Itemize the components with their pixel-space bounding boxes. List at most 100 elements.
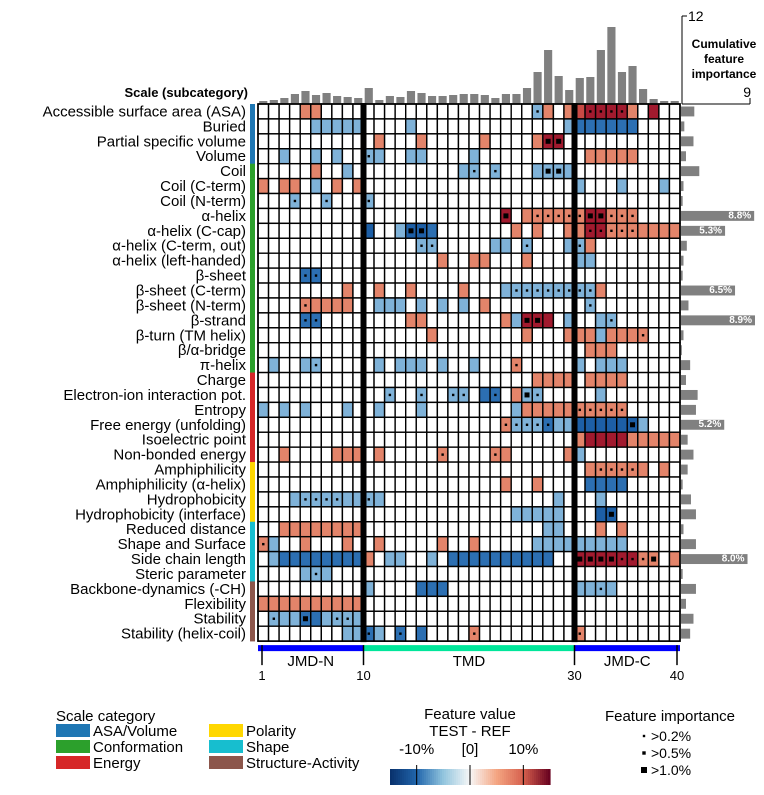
heatmap-cell <box>584 476 597 493</box>
importance-marker <box>503 213 509 219</box>
importance-marker <box>568 214 571 218</box>
heatmap-cell <box>510 506 523 523</box>
heatmap-cell <box>542 491 555 508</box>
heatmap-cell <box>605 133 618 150</box>
heatmap-cell <box>415 327 428 344</box>
heatmap-cell <box>267 371 280 389</box>
heatmap-cell <box>405 431 417 448</box>
heatmap-cell <box>341 401 354 419</box>
heatmap-cell <box>668 535 681 553</box>
category-strip-segment <box>250 223 255 239</box>
heatmap-cell <box>531 148 544 165</box>
heatmap-cell <box>426 356 439 374</box>
scale-importance-bar <box>681 270 683 281</box>
heatmap-cell <box>626 386 639 404</box>
heatmap-cell <box>499 401 512 419</box>
colorbar-segment <box>506 769 509 785</box>
heatmap-cell <box>542 356 555 374</box>
heatmap-cell <box>373 267 386 284</box>
heatmap-cell <box>489 118 502 135</box>
heatmap-cell <box>373 222 386 239</box>
heatmap-cell <box>257 461 270 478</box>
heatmap-cell <box>647 371 660 389</box>
heatmap-cell <box>637 491 650 508</box>
heatmap-cell <box>405 282 417 299</box>
importance-marker <box>589 229 592 233</box>
heatmap-cell <box>531 506 544 523</box>
heatmap-cell <box>489 476 502 493</box>
heatmap-cell <box>447 401 460 419</box>
heatmap-cell <box>626 431 639 448</box>
heatmap-cell <box>288 327 301 344</box>
heatmap-cell <box>584 267 597 284</box>
heatmap-cell <box>510 133 523 150</box>
colorbar-segment <box>458 769 461 785</box>
heatmap-cell <box>499 237 512 254</box>
category-strip-segment <box>250 521 255 537</box>
scale-label: Shape and Surface <box>118 536 246 553</box>
heatmap-cell <box>616 565 628 583</box>
heatmap-cell <box>647 118 660 135</box>
heatmap-cell <box>531 461 544 478</box>
heatmap-cell <box>489 267 502 284</box>
heatmap-cell <box>552 461 565 478</box>
importance-marker <box>556 168 562 174</box>
heatmap-cell <box>257 416 270 433</box>
heatmap-cell <box>552 401 565 419</box>
colorbar-segment <box>498 769 501 785</box>
heatmap-cell <box>626 252 639 269</box>
scale-importance-label: 8.8% <box>728 210 751 221</box>
heatmap-cell <box>626 192 639 210</box>
heatmap-cell <box>531 550 544 568</box>
heatmap-cell <box>341 133 354 150</box>
cumulative-importance-bar <box>617 72 627 104</box>
heatmap-cell <box>299 133 312 150</box>
heatmap-cell <box>637 521 650 538</box>
heatmap-cell <box>478 356 491 374</box>
heatmap-cell <box>552 386 565 404</box>
colorbar-segment <box>426 769 429 785</box>
heatmap-cell <box>436 401 449 419</box>
heatmap-cell <box>542 103 555 120</box>
cumulative-importance-bar <box>575 78 584 104</box>
heatmap-cell <box>647 386 660 404</box>
heatmap-cell <box>616 252 628 269</box>
importance-marker <box>367 632 370 635</box>
heatmap-cell <box>478 312 491 329</box>
category-strip-segment <box>250 163 255 179</box>
heatmap-cell <box>594 535 607 553</box>
importance-marker <box>631 214 634 218</box>
heatmap-cell <box>510 371 523 389</box>
colorbar-segment <box>524 769 527 785</box>
scale-label: Side chain length <box>131 551 246 568</box>
importance-marker <box>610 319 613 322</box>
heatmap-cell <box>331 192 344 210</box>
heatmap-cell <box>478 327 491 344</box>
heatmap-cell <box>278 282 291 299</box>
heatmap-cell <box>594 118 607 135</box>
heatmap-cell <box>267 446 280 463</box>
category-strip-segment <box>250 178 255 194</box>
heatmap-cell <box>478 222 491 239</box>
heatmap-cell <box>426 446 439 463</box>
feature-importance-legend: Feature importance>0.2%>0.5%>1.0% <box>605 708 735 778</box>
heatmap-cell <box>320 461 333 478</box>
heatmap-cell <box>584 237 597 254</box>
heatmap-cell <box>383 580 396 598</box>
importance-marker <box>314 572 318 576</box>
importance-marker <box>451 393 455 397</box>
heatmap-cell <box>489 327 502 344</box>
heatmap-cell <box>373 356 386 374</box>
heatmap-cell <box>658 297 671 314</box>
heatmap-cell <box>278 550 291 568</box>
heatmap-cell <box>658 207 671 225</box>
heatmap-cell <box>658 535 671 553</box>
heatmap-cell <box>499 625 512 642</box>
heatmap-cell <box>278 222 291 239</box>
heatmap-cell <box>394 550 407 568</box>
heatmap-cell <box>426 565 439 583</box>
heatmap-cell <box>478 461 491 478</box>
heatmap-cell <box>468 267 481 284</box>
heatmap-cell <box>267 580 280 598</box>
heatmap-cell <box>394 312 407 329</box>
